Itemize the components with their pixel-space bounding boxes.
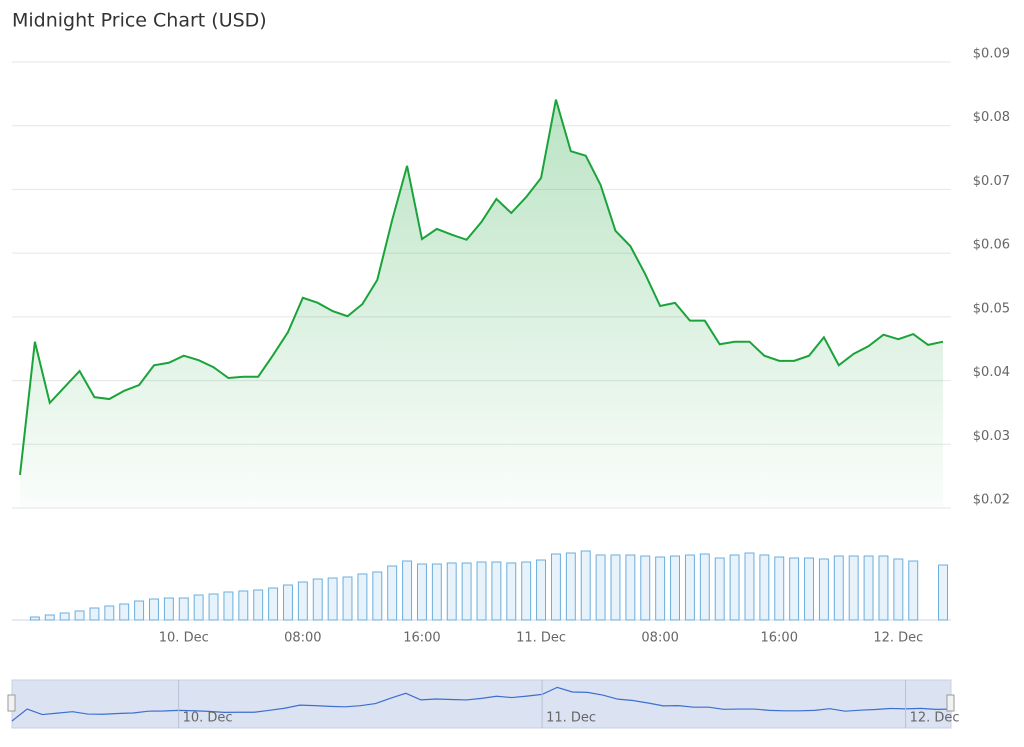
navigator-label: 11. Dec <box>546 711 596 726</box>
volume-bar <box>699 553 710 621</box>
volume-bar <box>431 563 442 621</box>
x-tick-label: 12. Dec <box>873 631 923 646</box>
volume-bar <box>521 561 532 621</box>
x-tick-label: 11. Dec <box>516 631 566 646</box>
volume-bar <box>863 555 874 621</box>
volume-bar <box>491 561 502 621</box>
x-tick-label: 16:00 <box>761 631 798 646</box>
volume-bar <box>29 616 40 621</box>
volume-bar <box>833 555 844 621</box>
volume-bar <box>729 554 740 621</box>
volume-bar <box>818 558 829 621</box>
volume-bar <box>268 587 279 621</box>
x-tick-label: 08:00 <box>284 631 321 646</box>
volume-bar <box>59 612 70 621</box>
volume-bar <box>402 560 413 621</box>
volume-bar <box>178 597 189 621</box>
volume-bar <box>104 605 115 621</box>
volume-bar <box>297 581 308 621</box>
navigator[interactable] <box>11 679 952 729</box>
volume-bar <box>625 554 636 621</box>
x-tick-label: 08:00 <box>641 631 678 646</box>
navigator-handle[interactable] <box>7 694 16 712</box>
volume-bar <box>134 600 145 621</box>
volume-bar <box>223 591 234 621</box>
navigator-line <box>11 686 952 722</box>
volume-bar <box>744 552 755 621</box>
volume-bar <box>163 597 174 621</box>
price-line <box>19 99 944 475</box>
y-tick-label: $0.09 <box>973 47 1010 62</box>
volume-bar <box>506 562 517 621</box>
chart-title: Midnight Price Chart (USD) <box>12 10 267 32</box>
volume-bar <box>327 577 338 621</box>
volume-bar <box>283 584 293 621</box>
volume-bar <box>908 560 919 621</box>
volume-bar <box>74 610 85 621</box>
volume-bar <box>416 563 427 621</box>
volume-bar <box>580 550 591 621</box>
volume-bar <box>461 562 472 621</box>
y-tick-label: $0.02 <box>973 493 1010 508</box>
volume-bar <box>446 562 457 621</box>
navigator-label: 10. Dec <box>183 711 233 726</box>
navigator-handle[interactable] <box>946 694 955 712</box>
navigator-label: 12. Dec <box>910 711 960 726</box>
volume-bar <box>565 552 576 621</box>
volume-bar <box>119 603 130 621</box>
volume-bar <box>312 578 323 621</box>
volume-bar <box>193 594 204 621</box>
volume-bar <box>253 589 264 621</box>
volume-bar <box>670 555 680 621</box>
volume-bar <box>714 557 725 621</box>
volume-bar <box>789 557 800 621</box>
volume-bar <box>878 555 889 621</box>
y-tick-label: $0.06 <box>973 238 1010 253</box>
y-tick-label: $0.05 <box>973 301 1010 316</box>
volume-bar <box>550 553 561 621</box>
y-tick-label: $0.04 <box>973 365 1010 380</box>
volume-bar <box>357 573 368 621</box>
volume-bar <box>759 554 770 621</box>
x-tick-label: 16:00 <box>403 631 440 646</box>
volume-bar <box>684 554 695 621</box>
volume-bar <box>893 558 904 621</box>
volume-bar <box>149 598 159 621</box>
volume-bar <box>89 607 100 621</box>
volume-bar <box>774 556 785 621</box>
volume-bar <box>342 576 353 621</box>
volume-bar <box>238 590 249 621</box>
y-tick-label: $0.07 <box>973 174 1010 189</box>
volume-bar <box>208 593 219 621</box>
volume-bar <box>655 556 666 621</box>
volume-bar <box>938 564 948 621</box>
volume-bar <box>610 554 621 621</box>
volume-bar <box>848 555 859 621</box>
volume-bar <box>372 571 383 621</box>
volume-bar <box>595 554 606 621</box>
area <box>20 99 943 508</box>
volume-bar <box>476 561 487 621</box>
y-tick-label: $0.08 <box>973 110 1010 125</box>
volume-bar <box>804 557 814 621</box>
volume-bar <box>387 565 398 621</box>
x-tick-label: 10. Dec <box>159 631 209 646</box>
volume-bar <box>640 555 651 621</box>
y-tick-label: $0.03 <box>973 429 1010 444</box>
volume-bar <box>536 559 547 621</box>
volume-bar <box>44 614 55 621</box>
